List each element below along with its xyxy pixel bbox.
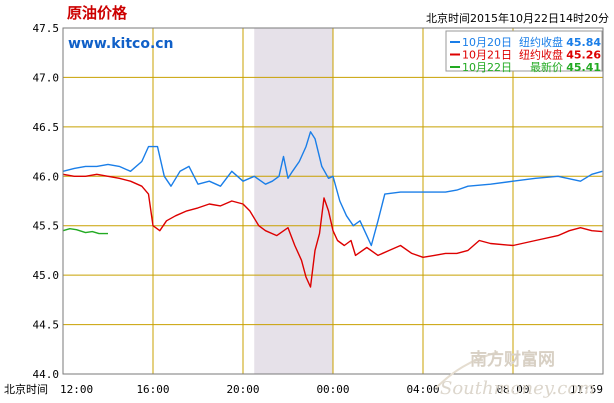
legend-series-name: 10月21日 [462,49,512,62]
y-tick-label: 47.5 [33,22,60,35]
legend: 10月20日 纽约收盘 45.84 10月21日 纽约收盘 45.26 10月22日 最新价 4… [445,30,603,74]
x-tick-label: 04:00 [406,383,439,396]
y-tick-label: 44.5 [33,319,60,332]
watermark-brand: 南方财富网 [470,349,555,370]
watermark-domain: Southmoney.com [440,378,595,399]
y-tick-label: 45.0 [33,269,60,282]
x-tick-label: 00:00 [316,383,349,396]
y-tick-label: 44.0 [33,368,60,381]
timestamp: 北京时间2015年10月22日14时20分 [426,11,609,25]
legend-series-name: 10月20日 [462,36,512,49]
series-line-0 [62,131,603,247]
series-line-1 [62,173,603,288]
series-line-2 [62,227,108,235]
series-layer [62,131,603,288]
legend-value: 45.41 [566,61,601,74]
y-tick-label: 46.5 [33,121,60,134]
watermark: 南方财富网 Southmoney.com [435,349,595,399]
x-axis-prefix: 北京时间 [4,382,48,396]
x-tick-label: 08:00 [496,383,529,396]
x-axis-ticks: 12:00 16:00 20:00 00:00 04:00 08:00 11:59 [60,383,603,396]
y-tick-label: 47.0 [33,71,60,84]
chart-title: 原油价格 [67,4,128,22]
legend-series-name: 10月22日 [462,61,512,74]
legend-label: 纽约收盘 [519,48,563,62]
legend-label: 最新价 [530,60,563,74]
x-tick-label: 20:00 [226,383,259,396]
x-tick-label: 11:59 [570,383,603,396]
watermark-swoosh-icon [435,351,499,389]
x-tick-label: 16:00 [136,383,169,396]
legend-label: 纽约收盘 [519,35,563,49]
plot-frame [62,27,604,375]
y-tick-label: 45.5 [33,220,60,233]
y-tick-label: 46.0 [33,170,60,183]
legend-value: 45.84 [566,36,601,49]
site-url: www.kitco.cn [68,36,174,52]
y-axis-ticks: 47.5 47.0 46.5 46.0 45.5 45.0 44.5 44.0 [33,22,60,381]
highlight-band [254,28,333,374]
x-tick-label: 12:00 [60,383,93,396]
legend-box [445,30,603,72]
legend-value: 45.26 [566,49,601,62]
